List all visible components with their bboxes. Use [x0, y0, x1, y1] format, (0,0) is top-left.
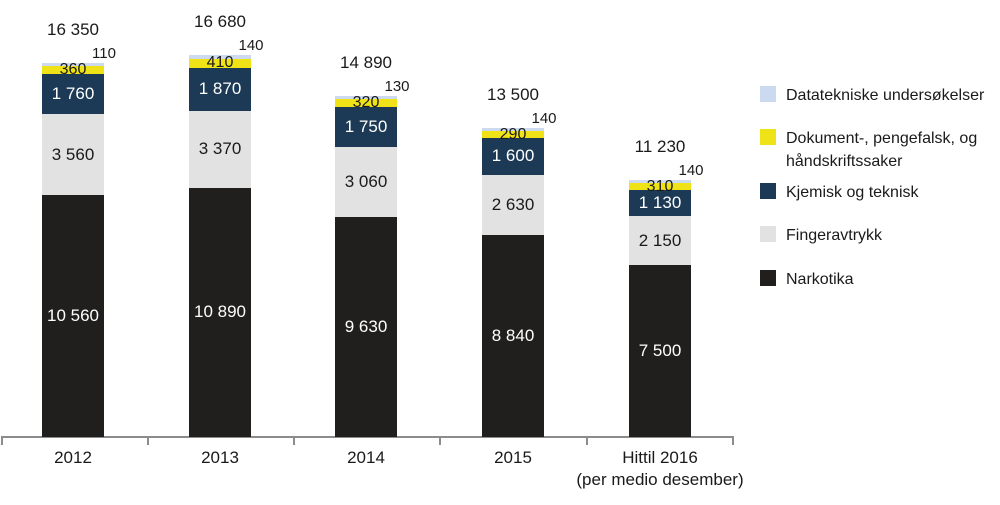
- bar-segment-dokument-pengefalsk-og-h-ndskriftssaker: [629, 183, 691, 191]
- bar-segment-kjemisk-og-teknisk: [629, 190, 691, 217]
- bar-segment-datatekniske-unders-kelser: [482, 128, 544, 132]
- x-axis-label: 2015: [494, 448, 532, 467]
- segment-top-label: 140: [531, 110, 557, 128]
- legend-item-fingeravtrykk: Fingeravtrykk: [760, 224, 882, 247]
- segment-value-label: 3 060: [344, 171, 388, 191]
- bar-segment-narkotika: [42, 195, 104, 437]
- segment-value-label: 3 370: [198, 139, 242, 159]
- bar-total-label: 11 230: [634, 137, 686, 157]
- bar-segment-fingeravtrykk: [42, 114, 104, 196]
- bar-segment-narkotika: [335, 216, 397, 437]
- bar-total-label: 13 500: [487, 85, 539, 105]
- legend-label: Narkotika: [786, 271, 854, 288]
- bar-segment-narkotika: [629, 265, 691, 437]
- x-axis-tick: [586, 436, 588, 445]
- segment-value-label: 10 560: [47, 306, 99, 326]
- bar-segment-narkotika: [482, 234, 544, 437]
- bar-total-label: 16 680: [194, 12, 246, 32]
- legend-swatch-fingeravtrykk: [760, 226, 776, 242]
- bar-segment-dokument-pengefalsk-og-h-ndskriftssaker: [335, 99, 397, 107]
- segment-value-label: 310: [646, 177, 674, 195]
- segment-value-label: 2 150: [638, 230, 682, 250]
- segment-value-label: 8 840: [491, 325, 535, 345]
- segment-value-label: 10 890: [194, 302, 246, 322]
- legend-label: Datatekniske undersøkelser: [786, 87, 985, 104]
- segment-value-label: 1 760: [51, 83, 95, 103]
- segment-value-label: 1 130: [638, 193, 682, 213]
- segment-top-label: 130: [384, 78, 410, 96]
- segment-top-label: 110: [92, 45, 116, 62]
- bar-segment-kjemisk-og-teknisk: [482, 138, 544, 175]
- bar-segment-datatekniske-unders-kelser: [335, 96, 397, 100]
- x-axis-tick: [439, 436, 441, 445]
- segment-value-label: 9 630: [344, 316, 388, 336]
- bar-total-label: 16 350: [47, 20, 99, 39]
- bar-segment-kjemisk-og-teknisk: [42, 73, 104, 114]
- x-axis-label: 2013: [201, 448, 239, 467]
- segment-value-label: 1 750: [344, 116, 388, 136]
- segment-top-label: 140: [678, 162, 704, 180]
- bar-segment-kjemisk-og-teknisk: [335, 106, 397, 147]
- bar-segment-datatekniske-unders-kelser: [629, 180, 691, 184]
- legend-swatch-narkotika: [760, 270, 776, 286]
- bar-segment-dokument-pengefalsk-og-h-ndskriftssaker: [482, 131, 544, 139]
- legend-item-narkotika: Narkotika: [760, 268, 854, 291]
- bar-total-label: 14 890: [340, 53, 392, 73]
- x-axis-label: 2012: [54, 448, 92, 467]
- segment-value-label: 290: [499, 125, 527, 143]
- legend-item-datatekniske-unders-kelser: Datatekniske undersøkelser: [760, 84, 984, 107]
- segment-value-label: 1 600: [491, 146, 535, 166]
- legend-swatch-kjemisk-og-teknisk: [760, 183, 776, 199]
- bar-segment-fingeravtrykk: [335, 146, 397, 217]
- bar-segment-dokument-pengefalsk-og-h-ndskriftssaker: [42, 65, 104, 74]
- segment-value-label: 320: [352, 94, 380, 112]
- segment-value-label: 2 630: [491, 194, 535, 214]
- segment-value-label: 1 870: [198, 79, 242, 99]
- x-axis-tick: [732, 436, 734, 445]
- bar-segment-narkotika: [189, 187, 251, 437]
- x-axis-line: [2, 436, 734, 438]
- bar-segment-dokument-pengefalsk-og-h-ndskriftssaker: [189, 58, 251, 69]
- legend-label: Kjemisk og teknisk: [786, 184, 919, 201]
- x-axis-tick: [147, 436, 149, 445]
- bar-segment-fingeravtrykk: [189, 110, 251, 188]
- x-axis-label: 2014: [347, 448, 385, 467]
- bar-segment-kjemisk-og-teknisk: [189, 68, 251, 111]
- segment-value-label: 410: [206, 54, 234, 72]
- segment-top-label: 140: [238, 37, 264, 55]
- bar-segment-datatekniske-unders-kelser: [42, 63, 104, 66]
- x-axis-label: Hittil 2016 (per medio desember): [576, 448, 744, 489]
- segment-value-label: 360: [59, 60, 87, 78]
- legend-label: Dokument-, pengefalsk, og håndskriftssak…: [786, 130, 978, 170]
- legend-label: Fingeravtrykk: [786, 227, 883, 244]
- segment-value-label: 7 500: [638, 341, 682, 361]
- bar-segment-fingeravtrykk: [482, 174, 544, 235]
- bar-segment-fingeravtrykk: [629, 216, 691, 266]
- bar-segment-datatekniske-unders-kelser: [189, 55, 251, 59]
- legend-swatch-datatekniske-unders-kelser: [760, 86, 776, 102]
- legend-item-dokument-pengefalsk-og-h-ndskriftssaker: Dokument-, pengefalsk, og håndskriftssak…: [760, 127, 1000, 173]
- legend-swatch-dokument-pengefalsk-og-h-ndskriftssaker: [760, 129, 776, 145]
- x-axis-tick: [293, 436, 295, 445]
- segment-value-label: 3 560: [51, 144, 95, 164]
- x-axis-tick: [1, 436, 3, 445]
- legend-item-kjemisk-og-teknisk: Kjemisk og teknisk: [760, 181, 919, 204]
